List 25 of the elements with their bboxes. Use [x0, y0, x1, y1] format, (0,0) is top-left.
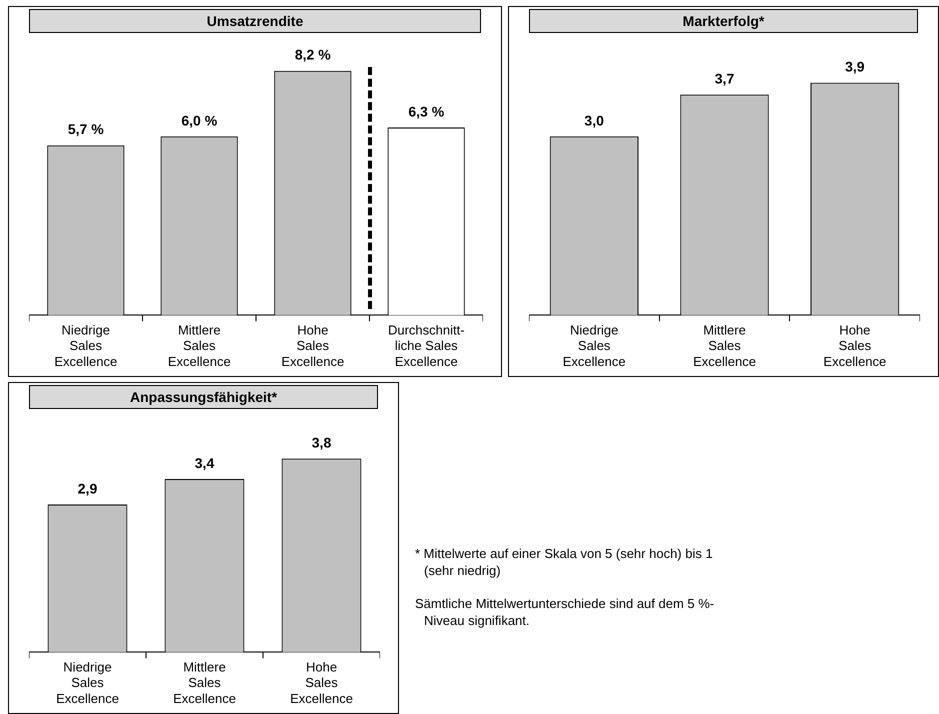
data-label: 3,9 — [845, 58, 865, 75]
chart-title: Markterfolg* — [529, 9, 918, 33]
data-label: 3,7 — [714, 70, 734, 87]
data-label: 6,3 % — [408, 103, 445, 120]
text: * Mittelwerte auf einer Skala von 5 (sehr hoch) bis 1 (sehr niedrig) — [415, 545, 714, 579]
data-label: 2,9 — [78, 480, 98, 496]
x-tick-label: Hohe Sales Excellence — [281, 322, 344, 369]
chart-title: Umsatzrendite — [29, 9, 481, 33]
data-label: 5,7 % — [68, 121, 104, 138]
x-tick-label: Hohe Sales Excellence — [290, 660, 353, 706]
x-tick-label: Mittlere Sales Excellence — [168, 322, 231, 369]
data-label: 3,0 — [584, 112, 604, 128]
data-label: 8,2 % — [294, 46, 332, 63]
data-label: 3,4 — [194, 454, 214, 471]
chart-title: Anpassungsfähigkeit* — [29, 385, 378, 409]
x-tick-label: Durchschnitt- liche Sales Excellence — [388, 322, 465, 369]
x-tick-label: Hohe Sales Excellence — [823, 322, 886, 369]
data-label: 3,8 — [312, 434, 332, 451]
x-tick-label: Mittlere Sales Excellence — [693, 322, 756, 369]
data-label: 6,0 % — [181, 112, 218, 128]
x-tick-label: Niedrige Sales Excellence — [56, 660, 119, 706]
text: Sämtliche Mittelwertunterschiede sind auf dem 5 %-Niveau signifikant. — [415, 595, 715, 629]
x-tick-label: Niedrige Sales Excellence — [54, 322, 118, 369]
x-tick-label: Mittlere Sales Excellence — [173, 660, 236, 706]
x-tick-label: Niedrige Sales Excellence — [562, 322, 626, 369]
